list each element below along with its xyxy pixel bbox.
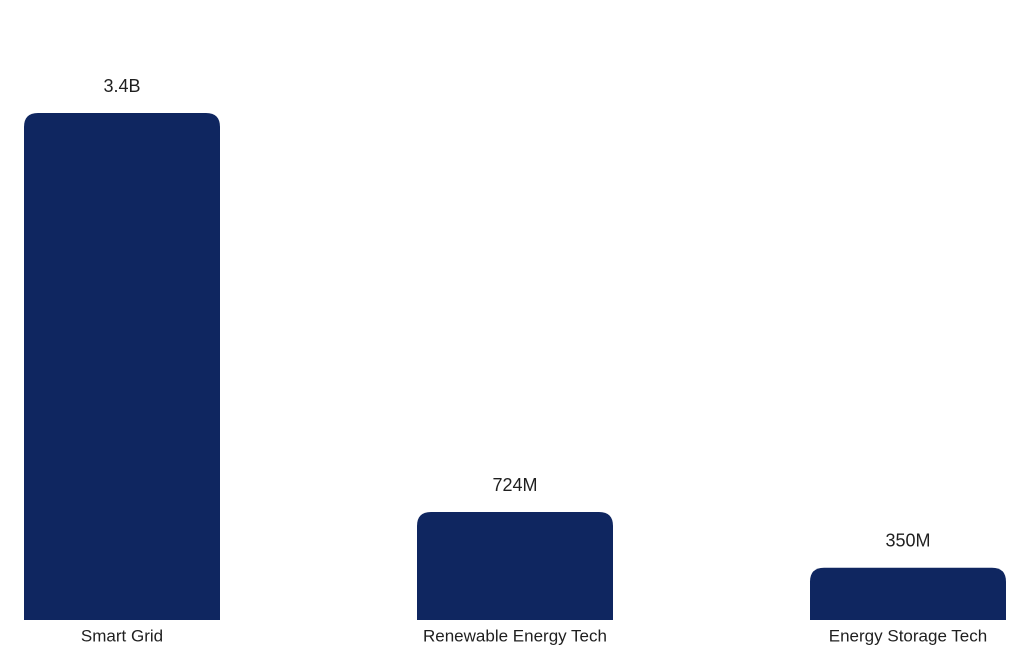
bar-1: [417, 512, 613, 620]
category-labels-layer: Smart Grid Renewable Energy Tech Energy St…: [81, 626, 987, 645]
category-label-2: Energy Storage Tech: [829, 626, 987, 645]
value-labels-layer: 3.4B 724M 350M: [103, 76, 930, 551]
category-label-1: Renewable Energy Tech: [423, 626, 607, 645]
bars-layer: [24, 113, 1006, 620]
value-label-0: 3.4B: [103, 76, 140, 96]
value-label-2: 350M: [885, 531, 930, 551]
category-label-0: Smart Grid: [81, 626, 163, 645]
value-label-1: 724M: [492, 475, 537, 495]
bar-0: [24, 113, 220, 620]
bar-2: [810, 567, 1006, 620]
